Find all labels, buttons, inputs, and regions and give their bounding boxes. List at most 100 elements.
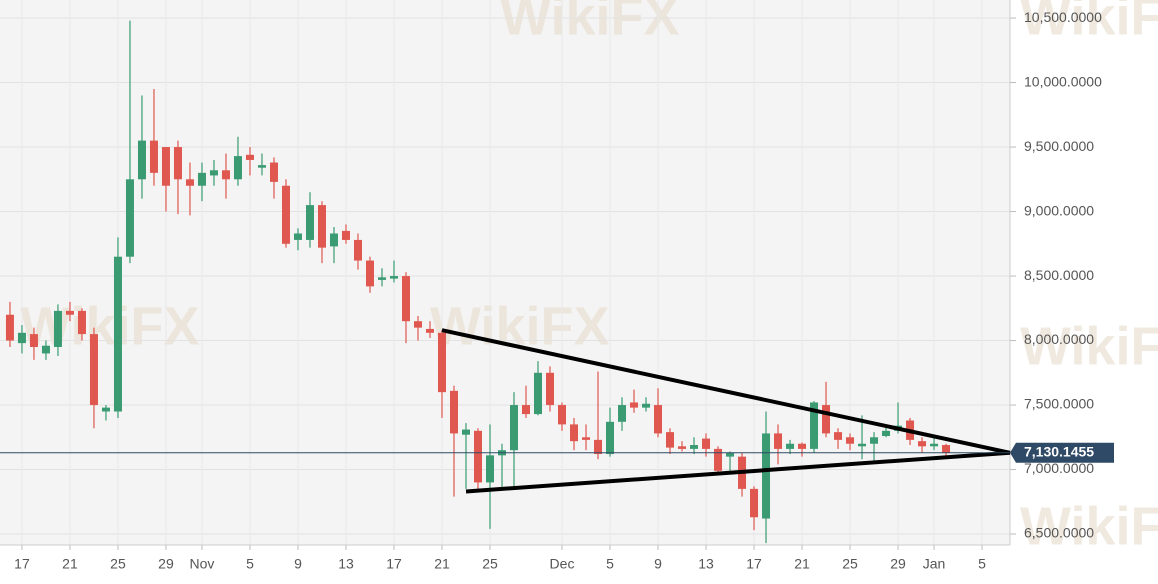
candle-body — [750, 488, 759, 518]
y-tick-label: 6,500.0000 — [1024, 525, 1094, 541]
x-tick-label: 9 — [294, 556, 302, 572]
x-tick-label: 17 — [746, 556, 762, 572]
candle-body — [185, 179, 194, 186]
x-tick-label: 21 — [794, 556, 810, 572]
x-tick-label: 29 — [890, 556, 906, 572]
candle-body — [245, 154, 254, 160]
x-tick-label: 17 — [386, 556, 402, 572]
candle-body — [89, 334, 98, 406]
price-label-box — [1010, 442, 1114, 463]
candle-body — [257, 165, 266, 168]
candle-body — [630, 402, 639, 408]
candle-body — [930, 443, 939, 447]
candle-body — [101, 407, 110, 412]
watermark: WikiFX — [1020, 316, 1158, 376]
y-tick-label: 10,000.0000 — [1024, 73, 1102, 89]
candle-body — [810, 402, 819, 449]
trendline — [465, 450, 1011, 494]
x-tick-label: 21 — [434, 556, 450, 572]
x-tick-label: 25 — [842, 556, 858, 572]
candle-body — [233, 156, 242, 180]
x-tick-label: 5 — [606, 556, 614, 572]
candle-body — [642, 403, 651, 408]
candle-body — [353, 239, 362, 261]
candle-body — [329, 233, 338, 247]
candle-body — [425, 328, 434, 333]
candle-body — [702, 438, 711, 449]
candle-body — [786, 443, 795, 449]
candle-body — [618, 405, 627, 422]
y-tick-label: 7,000.0000 — [1024, 460, 1094, 476]
x-tick-label: 13 — [338, 556, 354, 572]
candle-body — [305, 205, 314, 240]
candle-body — [293, 233, 302, 240]
x-tick-label: 17 — [14, 556, 30, 572]
y-tick-label: 8,500.0000 — [1024, 267, 1094, 283]
y-tick-label: 9,000.0000 — [1024, 202, 1094, 218]
y-tick-label: 9,500.0000 — [1024, 138, 1094, 154]
candle-body — [269, 162, 278, 182]
y-tick-label: 10,500.0000 — [1024, 9, 1102, 25]
candle-body — [606, 421, 615, 455]
x-tick-label: 5 — [978, 556, 986, 572]
candle-body — [594, 439, 603, 455]
candle-body — [822, 405, 831, 434]
candle-body — [762, 433, 771, 519]
candle-body — [942, 445, 951, 453]
candle-body — [449, 390, 458, 434]
x-tick-label: 29 — [158, 556, 174, 572]
candle-body — [582, 437, 591, 440]
candle-body — [341, 230, 350, 240]
candle-body — [161, 147, 170, 186]
candle-body — [473, 430, 482, 483]
x-tick-label: 13 — [698, 556, 714, 572]
x-tick-label: 9 — [654, 556, 662, 572]
candle-body — [570, 424, 579, 442]
candle-body — [485, 455, 494, 483]
candle-body — [365, 260, 374, 287]
x-tick-label: Dec — [550, 556, 575, 572]
trendline — [441, 328, 1011, 455]
x-tick-label: 5 — [246, 556, 254, 572]
candle-body — [774, 433, 783, 449]
candle-body — [53, 310, 62, 347]
candle-body — [534, 372, 543, 415]
watermark: WikiFX — [500, 0, 680, 46]
candle-body — [690, 445, 699, 449]
x-tick-label: 25 — [110, 556, 126, 572]
candle-body — [654, 405, 663, 434]
candle-body — [65, 310, 74, 315]
candle-body — [77, 310, 86, 335]
x-tick-label: 25 — [482, 556, 498, 572]
candle-body — [137, 140, 146, 180]
candle-body — [173, 147, 182, 180]
candle-body — [870, 437, 879, 444]
y-tick-label: 8,000.0000 — [1024, 331, 1094, 347]
candle-body — [522, 405, 531, 415]
candle-body — [317, 205, 326, 248]
candle-body — [678, 446, 687, 449]
candle-body — [461, 429, 470, 435]
x-tick-label: Jan — [923, 556, 946, 572]
candle-body — [666, 432, 675, 448]
x-tick-label: Nov — [190, 556, 215, 572]
candle-body — [197, 172, 206, 186]
candle-body — [846, 437, 855, 444]
candle-body — [377, 277, 386, 280]
candle-body — [918, 441, 927, 447]
candle-body — [510, 405, 519, 451]
candle-body — [834, 432, 843, 440]
candle-body — [726, 452, 735, 457]
candle-body — [546, 372, 555, 406]
candle-body — [5, 314, 14, 341]
candle-body — [149, 140, 158, 173]
watermark: WikiFX — [1020, 0, 1158, 46]
candle-body — [281, 185, 290, 244]
x-tick-label: 21 — [62, 556, 78, 572]
candle-body — [125, 179, 134, 257]
y-tick-label: 7,500.0000 — [1024, 396, 1094, 412]
candle-body — [714, 448, 723, 471]
price-label: 7,130.1455 — [1024, 443, 1094, 459]
candle-body — [401, 276, 410, 322]
